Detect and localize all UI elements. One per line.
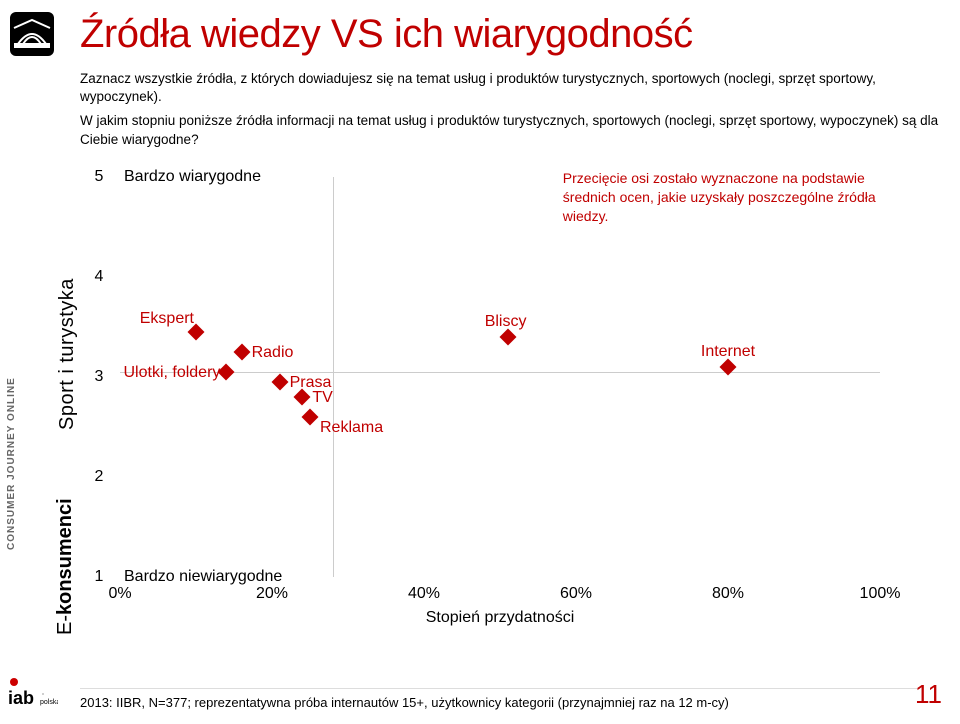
data-label: Bliscy — [485, 313, 527, 331]
y-tick: 2 — [84, 468, 114, 486]
y-tick: 1 — [84, 568, 114, 586]
cross-vertical — [333, 177, 334, 577]
sidebar: Sport i turystyka E-konsumenci CONSUMER … — [0, 0, 70, 724]
page-number: 11 — [915, 679, 942, 710]
y-tick: 3 — [84, 368, 114, 386]
chart-note: Przecięcie osi zostało wyznaczone na pod… — [563, 169, 883, 226]
intro-q1: Zaznacz wszystkie źródła, z których dowi… — [80, 70, 940, 106]
data-point — [233, 343, 250, 360]
brand-subtitle: CONSUMER JOURNEY ONLINE — [6, 377, 17, 550]
data-point — [218, 363, 235, 380]
y-label-top: Bardzo wiarygodne — [124, 168, 261, 186]
category-icon — [8, 10, 56, 58]
data-label: Internet — [701, 343, 755, 361]
x-tick: 40% — [408, 585, 440, 603]
iab-logo: iab polska — [8, 676, 58, 712]
y-tick: 5 — [84, 168, 114, 186]
x-tick: 0% — [108, 585, 131, 603]
x-tick: 20% — [256, 585, 288, 603]
svg-text:iab: iab — [8, 688, 34, 708]
category-label: Sport i turystyka — [56, 278, 79, 430]
page-title: Źródła wiedzy VS ich wiarygodność — [80, 12, 940, 56]
brand-label: E-konsumenci — [54, 498, 77, 635]
data-label: TV — [312, 389, 332, 407]
x-axis-label: Stopień przydatności — [426, 609, 575, 627]
data-point — [499, 328, 516, 345]
y-label-bottom: Bardzo niewiarygodne — [124, 568, 282, 586]
main-content: Źródła wiedzy VS ich wiarygodność Zaznac… — [80, 12, 940, 617]
footer-source: 2013: IIBR, N=377; reprezentatywna próba… — [80, 688, 920, 710]
data-point — [271, 373, 288, 390]
intro-q2: W jakim stopniu poniższe źródła informac… — [80, 112, 940, 148]
data-label: Ekspert — [140, 310, 194, 328]
scatter-chart: 1 2 3 4 5 Bardzo wiarygodne Bardzo niewiarygod… — [80, 157, 900, 617]
x-tick: 100% — [860, 585, 901, 603]
svg-text:polska: polska — [40, 699, 58, 706]
x-tick: 60% — [560, 585, 592, 603]
data-label: Ulotki, foldery — [123, 364, 220, 382]
data-point — [302, 408, 319, 425]
x-tick: 80% — [712, 585, 744, 603]
data-label: Radio — [252, 344, 294, 362]
y-tick: 4 — [84, 268, 114, 286]
plot-area: 12345Bardzo wiarygodneBardzo niewiarygod… — [120, 177, 880, 577]
data-label: Reklama — [320, 419, 383, 437]
